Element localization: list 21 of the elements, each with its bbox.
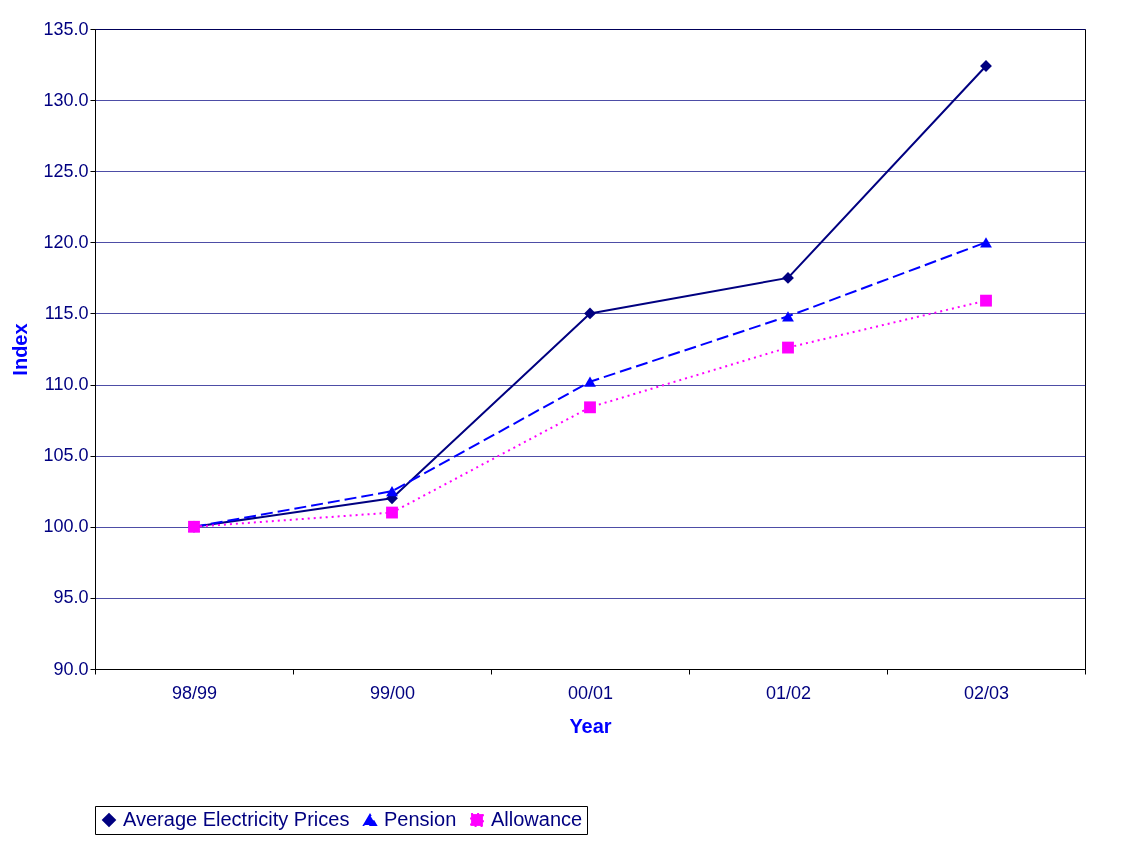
y-tick-label: 135.0 bbox=[43, 18, 89, 39]
x-axis-title: Year bbox=[569, 714, 612, 737]
y-axis-title: Index bbox=[9, 323, 32, 376]
legend-label: Average Electricity Prices bbox=[123, 808, 350, 830]
point bbox=[782, 271, 794, 284]
x-tick-label: 00/01 bbox=[567, 682, 614, 703]
y-tick-label: 115.0 bbox=[44, 302, 89, 323]
y-tick-label: 105.0 bbox=[43, 445, 89, 466]
legend-label: Pension bbox=[384, 808, 457, 830]
y-tick-label: 125.0 bbox=[43, 160, 89, 181]
y-tick-label: 120.0 bbox=[43, 231, 89, 252]
y-tick-label: 100.0 bbox=[43, 516, 89, 537]
x-tick-label: 99/00 bbox=[369, 682, 416, 703]
y-tick-label: 90.0 bbox=[53, 658, 89, 679]
y-tick-label: 130.0 bbox=[43, 89, 89, 110]
x-tick-label: 01/02 bbox=[765, 682, 812, 703]
x-tick-label: 02/03 bbox=[963, 682, 1010, 703]
legend-label: Allowance bbox=[491, 808, 583, 830]
x-tick-label: 98/99 bbox=[171, 682, 218, 703]
y-tick-label: 110.0 bbox=[44, 374, 89, 395]
y-tick-label: 95.0 bbox=[53, 587, 89, 608]
